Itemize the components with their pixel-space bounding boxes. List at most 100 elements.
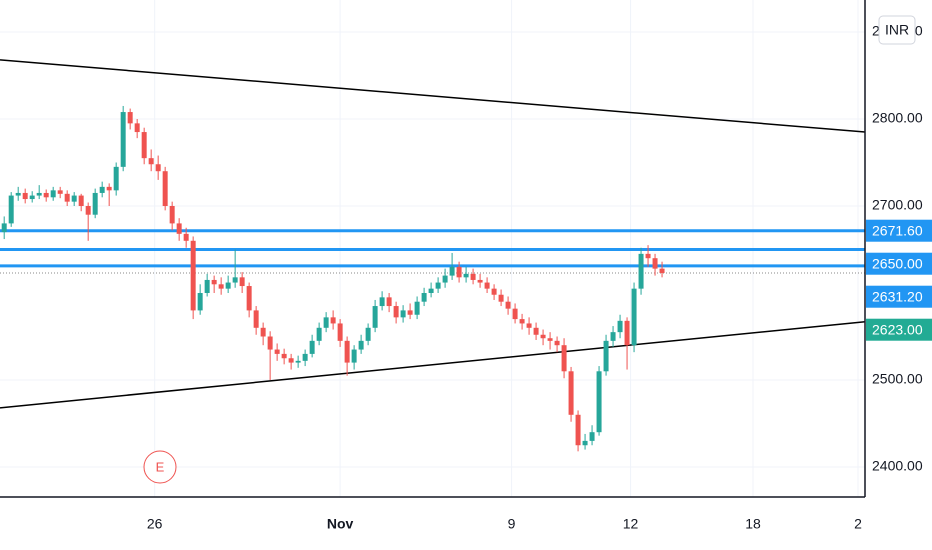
event-label: E — [156, 459, 165, 474]
price-axis-bg — [865, 0, 932, 550]
y-tick-label: 2700.00 — [872, 197, 923, 213]
candle-body — [393, 306, 399, 318]
candle-body — [568, 371, 574, 415]
currency-label: INR — [885, 22, 909, 38]
candle-body — [57, 190, 63, 194]
candle-body — [428, 288, 434, 293]
candle-body — [596, 371, 602, 433]
candle-body — [477, 279, 483, 283]
candle-body — [358, 340, 364, 350]
candle-body — [484, 282, 490, 289]
candle-body — [64, 193, 70, 202]
time-axis-bg — [0, 497, 932, 550]
candle-body — [99, 186, 105, 193]
candle-body — [638, 253, 644, 289]
candle-body — [659, 268, 665, 273]
candle-body — [379, 297, 385, 307]
candle-body — [561, 345, 567, 372]
candle-body — [386, 297, 392, 307]
candle-body — [120, 112, 126, 167]
candle-body — [624, 320, 630, 346]
candle-body — [78, 195, 84, 207]
candle-body — [29, 195, 35, 200]
candle-body — [505, 301, 511, 309]
x-tick-label: 9 — [508, 516, 516, 532]
candle-body — [71, 195, 77, 202]
candle-body — [554, 340, 560, 346]
x-tick-label: 18 — [745, 516, 761, 532]
x-tick-label: 26 — [147, 516, 163, 532]
candle-body — [134, 123, 140, 133]
candle-body — [50, 190, 56, 198]
candle-body — [421, 292, 427, 302]
level-label: 2671.60 — [872, 222, 923, 238]
candle-body — [400, 310, 406, 318]
candle-body — [407, 310, 413, 315]
y-tick-label: 2800.00 — [872, 110, 923, 126]
candle-body — [211, 279, 217, 285]
candle-body — [267, 336, 273, 350]
currency-badge — [878, 15, 916, 45]
candle-body — [148, 158, 154, 165]
event-circle — [143, 450, 177, 484]
candle-body — [316, 327, 322, 341]
candle-body — [449, 266, 455, 276]
candle-body — [337, 323, 343, 341]
candle-body — [512, 308, 518, 320]
candle-body — [260, 327, 266, 337]
candle-body — [617, 320, 623, 333]
candle-body — [176, 223, 182, 234]
candle-body — [589, 432, 595, 441]
candle-body — [309, 340, 315, 354]
candle-body — [190, 240, 196, 311]
trendline — [0, 320, 866, 409]
candle-body — [204, 279, 210, 293]
candle-body — [43, 192, 49, 198]
candle-body — [232, 277, 238, 283]
candle-body — [302, 353, 308, 361]
candle-body — [162, 171, 168, 207]
candle-body — [113, 166, 119, 191]
candle-body — [463, 273, 469, 278]
trendline — [0, 59, 866, 133]
candle-body — [8, 195, 14, 224]
candle-body — [351, 349, 357, 363]
x-tick-label: 2 — [854, 516, 862, 532]
candle-body — [15, 192, 21, 196]
candle-body — [414, 301, 420, 315]
last-price-label-bg — [866, 318, 932, 341]
candle-body — [1, 223, 7, 233]
candle-body — [491, 288, 497, 295]
candle-body — [239, 277, 245, 287]
y-tick-label: 2500.00 — [872, 371, 923, 387]
candle-body — [631, 288, 637, 346]
candle-body — [470, 273, 476, 280]
y-tick-label: 2400.00 — [872, 458, 923, 474]
candle-body — [197, 292, 203, 311]
candle-body — [225, 282, 231, 289]
level-label-bg — [866, 219, 932, 242]
candle-body — [603, 340, 609, 372]
candle-body — [106, 186, 112, 191]
candle-body — [372, 306, 378, 328]
candle-body — [295, 360, 301, 363]
candle-body — [652, 258, 658, 269]
candle-body — [540, 334, 546, 339]
candle-body — [127, 112, 133, 124]
candle-body — [498, 294, 504, 302]
x-tick-label: Nov — [327, 516, 354, 532]
candle-body — [253, 310, 259, 328]
candle-body — [169, 206, 175, 224]
candle-body — [22, 192, 28, 200]
level-label: 2650.00 — [872, 255, 923, 271]
candle-body — [435, 282, 441, 289]
candle-body — [141, 132, 147, 159]
candle-body — [575, 414, 581, 446]
candle-body — [645, 253, 651, 259]
candle-body — [183, 233, 189, 241]
candle-body — [281, 353, 287, 359]
level-label: 2631.20 — [872, 288, 923, 304]
candle-body — [288, 358, 294, 363]
candle-body — [85, 206, 91, 215]
